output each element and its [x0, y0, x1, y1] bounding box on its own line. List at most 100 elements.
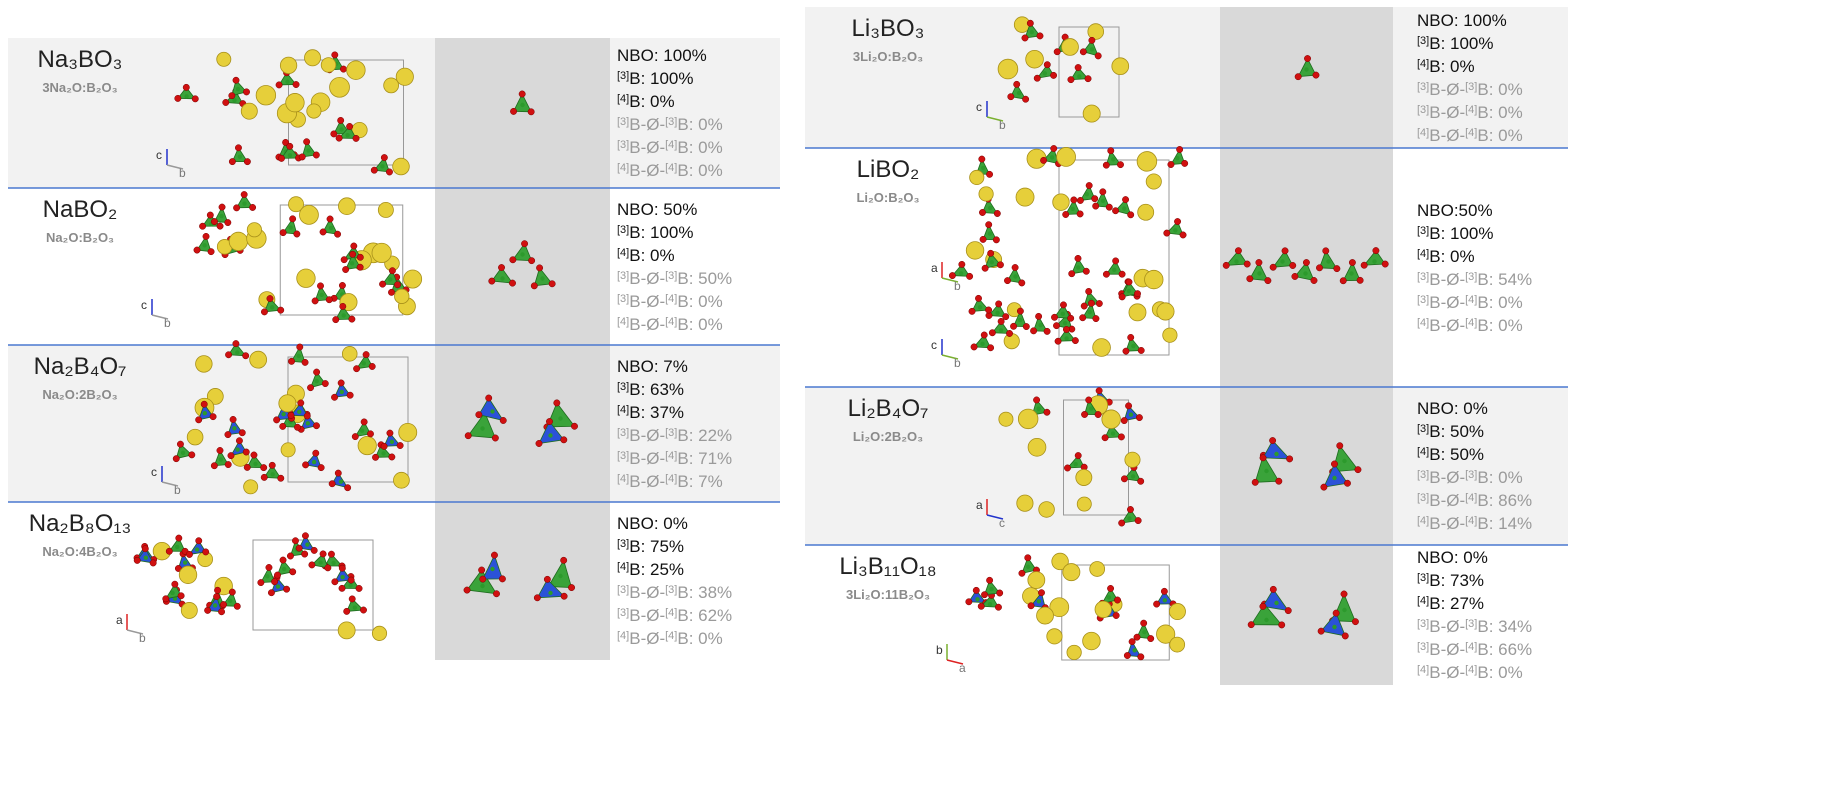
cation-atom [1136, 151, 1158, 172]
stat-text: NBO:50% [1417, 200, 1493, 220]
oxygen-atom [1289, 262, 1297, 269]
oxygen-atom [338, 584, 346, 592]
stat-text: B: 0% [677, 629, 723, 648]
boron-atom [1162, 598, 1168, 603]
oxygen-atom [521, 240, 529, 248]
oxygen-atom [1147, 635, 1155, 643]
oxygen-atom [1088, 299, 1095, 307]
coordination: [4] [617, 315, 630, 328]
boron-atom [338, 479, 344, 484]
composition: Li₂O:2B₂O₃ [852, 429, 924, 444]
oxygen-atom [1304, 55, 1311, 62]
unit-triangle [467, 411, 496, 439]
oxygen-atom [1013, 80, 1021, 88]
oxygen-atom [1336, 442, 1344, 450]
oxygen-atom [388, 453, 396, 461]
boron-atom [339, 389, 344, 395]
stat-line: [3]B-Ø-[3]B: 34% [1417, 615, 1532, 638]
cation-atom [1124, 451, 1141, 468]
boron-atom [1089, 47, 1095, 52]
boron-atom [227, 598, 233, 604]
oxygen-atom [546, 418, 553, 425]
oxygen-atom [216, 447, 224, 454]
boron-atom [520, 252, 525, 257]
coordination: [3] [1417, 492, 1430, 504]
boron-atom [1127, 516, 1132, 521]
boron-atom [1110, 157, 1116, 162]
stat-line: NBO: 0% [1417, 397, 1488, 420]
oxygen-atom [1033, 74, 1041, 82]
oxygen-atom [1016, 307, 1024, 315]
oxygen-atom [289, 568, 297, 576]
cation-atom [280, 442, 296, 458]
boron-atom [1326, 259, 1331, 264]
oxygen-atom [1281, 247, 1289, 255]
coordination: [3] [617, 607, 630, 619]
stat-line: [3]B-Ø-[4]B: 0% [617, 136, 723, 159]
oxygen-atom [509, 256, 517, 264]
stat-text: B: 50% [1429, 422, 1485, 441]
stat-text: B-Ø- [629, 583, 666, 602]
cation-atom [1156, 624, 1176, 644]
boron-atom [1264, 617, 1269, 623]
boron-atom [1175, 156, 1180, 161]
cation-atom [1049, 597, 1070, 618]
oxygen-atom [533, 594, 541, 602]
oxygen-atom [188, 451, 196, 459]
oxygen-atom [260, 473, 268, 481]
coordination: [4] [1465, 492, 1478, 504]
boron-atom [558, 573, 563, 579]
formula: Li₃B₁₁O₁₈ [839, 553, 937, 580]
coordination: [3] [617, 584, 630, 596]
oxygen-atom [337, 379, 345, 387]
oxygen-atom [242, 448, 250, 456]
oxygen-atom [368, 363, 376, 370]
boron-atom [1062, 320, 1068, 326]
unit-triangle [1294, 261, 1315, 282]
stat-line: [3]B-Ø-[4]B: 86% [1417, 489, 1532, 512]
cation-atom [186, 428, 204, 446]
oxygen-atom [202, 548, 210, 556]
boron-atom [977, 305, 983, 310]
coordination: [4] [617, 630, 630, 642]
oxygen-atom [1134, 290, 1141, 298]
oxygen-atom [1317, 627, 1325, 635]
coordination: [4] [1417, 595, 1430, 607]
boron-atom [1126, 288, 1132, 294]
axis-arrow [946, 659, 964, 665]
oxygen-atom [380, 154, 388, 162]
boron-atom [958, 271, 964, 276]
oxygen-atom [310, 546, 318, 554]
stat-line: [3]B: 50% [1417, 420, 1484, 443]
oxygen-atom [367, 430, 374, 438]
stat-text: B-Ø- [629, 629, 666, 648]
boron-atom [980, 341, 985, 347]
stat-line: [4]B-Ø-[4]B: 7% [617, 470, 723, 493]
oxygen-atom [174, 94, 182, 102]
stat-text: B: 38% [677, 583, 733, 602]
stats-background [610, 345, 780, 502]
oxygen-atom [224, 461, 232, 469]
stat-line: [4]B: 37% [617, 401, 684, 424]
oxygen-atom [289, 215, 297, 223]
oxygen-atom [1006, 330, 1013, 337]
oxygen-atom [1102, 161, 1110, 169]
oxygen-atom [1137, 347, 1145, 354]
unit-triangle [1272, 250, 1294, 268]
unit-background [1220, 387, 1393, 545]
oxygen-atom [229, 416, 237, 423]
cation-atom [178, 565, 198, 584]
oxygen-atom [985, 221, 993, 229]
oxygen-atom [1095, 387, 1103, 395]
oxygen-atom [275, 81, 283, 89]
oxygen-atom [228, 588, 236, 596]
oxygen-atom [360, 418, 368, 426]
oxygen-atom [340, 256, 348, 264]
oxygen-atom [1125, 278, 1133, 286]
oxygen-atom [278, 154, 285, 162]
stat-line: [3]B-Ø-[3]B: 38% [617, 581, 732, 604]
stat-line: [4]B-Ø-[4]B: 0% [617, 159, 723, 182]
oxygen-atom [301, 550, 309, 558]
borate-unit [235, 193, 254, 209]
axis-label: b [936, 643, 943, 657]
